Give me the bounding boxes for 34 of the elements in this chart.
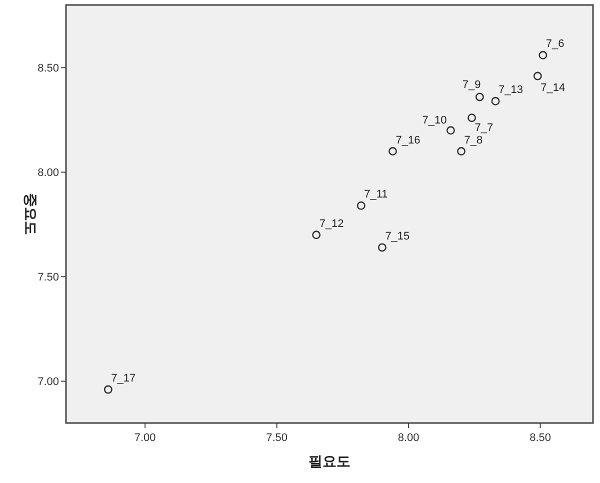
annotation: 7_10 [422,114,447,126]
x-tick-label: 7.00 [134,432,156,444]
annotation: 7_16 [396,134,420,146]
point [457,147,466,156]
annotation: 7_9 [462,78,481,91]
y-tick-label: 8.00 [38,167,59,180]
x-tick-label: 7.50 [266,432,288,444]
point [533,72,542,80]
annotation: 7_12 [319,218,344,230]
x-tick-label: 8.00 [398,432,420,444]
point [104,385,112,394]
y-tick-label: 8.50 [38,62,59,75]
point [378,243,386,252]
x-tick-label: 8.50 [530,432,552,444]
annotation: 7_11 [364,188,388,201]
point [388,147,397,156]
y-tick-label: 7.00 [38,376,59,388]
point [475,92,484,102]
annotation: 7_8 [464,134,483,146]
annotation: 7_15 [385,230,410,242]
annotation: 7_6 [546,38,564,50]
point [491,96,500,106]
point [538,50,548,60]
point [446,126,455,135]
annotation: 7_7 [474,122,494,134]
annotation: 7_13 [498,84,523,96]
point [312,230,321,240]
y-axis-title: 중요도 [23,193,39,235]
annotation: 7_17 [111,372,136,385]
point [468,114,476,122]
x-axis-title: 필요도 [308,453,350,469]
y-tick-label: 7.50 [38,272,59,284]
point [356,201,366,210]
annotation: 7_14 [540,82,566,94]
